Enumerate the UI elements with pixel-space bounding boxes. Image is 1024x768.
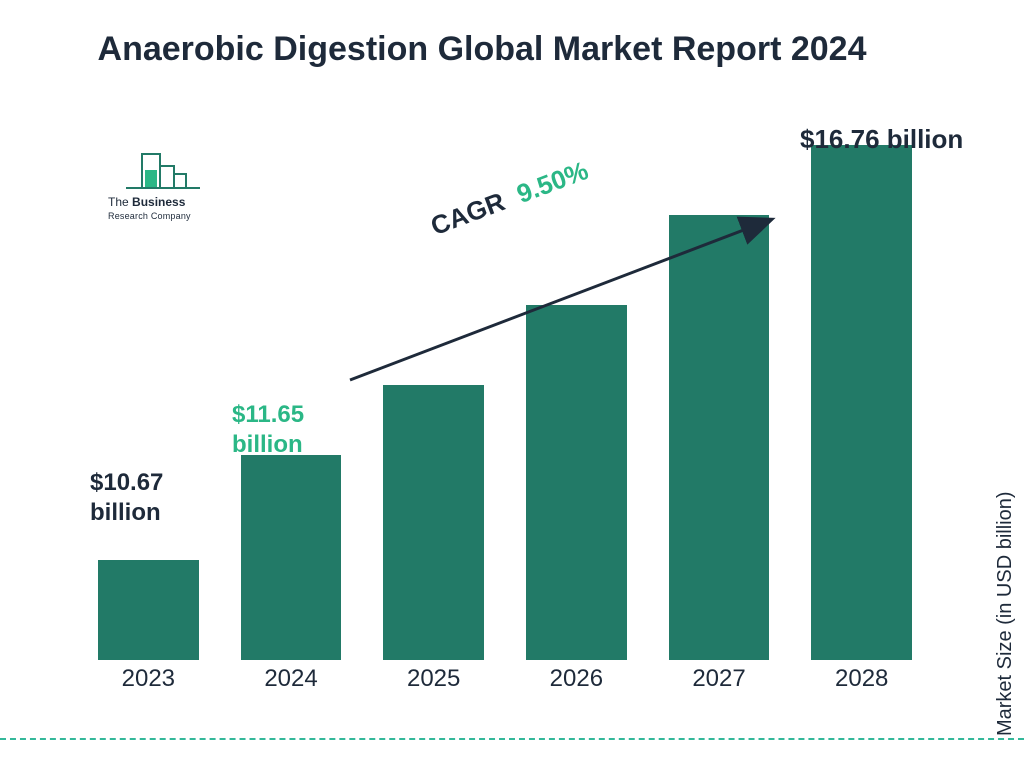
baseline-divider bbox=[0, 738, 1024, 740]
x-label: 2026 bbox=[518, 665, 635, 693]
x-label: 2028 bbox=[803, 665, 920, 693]
bar-rect bbox=[383, 385, 484, 660]
bar-2025 bbox=[375, 130, 492, 660]
x-label: 2025 bbox=[375, 665, 492, 693]
bar-rect bbox=[526, 305, 627, 660]
bar-2024 bbox=[233, 130, 350, 660]
x-label: 2024 bbox=[233, 665, 350, 693]
bar-rect bbox=[241, 455, 342, 660]
bar-2026 bbox=[518, 130, 635, 660]
value-label-2028: $16.76 billion bbox=[800, 123, 963, 156]
bar-rect bbox=[98, 560, 199, 660]
bars-container bbox=[80, 130, 930, 660]
x-axis: 2023 2024 2025 2026 2027 2028 bbox=[80, 665, 930, 693]
bar-chart bbox=[80, 130, 930, 660]
bar-2028 bbox=[803, 130, 920, 660]
value-label-2023: $10.67billion bbox=[90, 468, 163, 528]
value-label-2024: $11.65billion bbox=[232, 400, 304, 460]
x-label: 2027 bbox=[661, 665, 778, 693]
bar-2023 bbox=[90, 130, 207, 660]
bar-rect bbox=[811, 145, 912, 660]
x-label: 2023 bbox=[90, 665, 207, 693]
bar-rect bbox=[669, 215, 770, 660]
y-axis-label: Market Size (in USD billion) bbox=[995, 492, 1018, 737]
bar-2027 bbox=[661, 130, 778, 660]
chart-title: Anaerobic Digestion Global Market Report… bbox=[0, 28, 964, 71]
